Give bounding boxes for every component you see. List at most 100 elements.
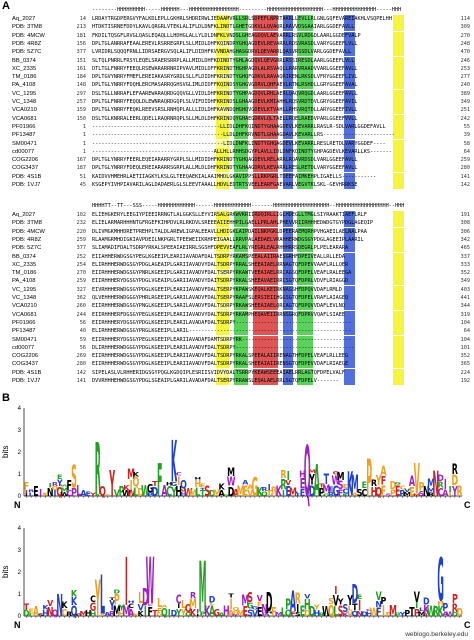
end-position: 365: [460, 361, 470, 368]
conservation-highlight: [344, 23, 355, 32]
residues: ELIRHHHERWDGSGYPRGLKGEEIPLLARIL---------…: [92, 328, 352, 335]
logo-glyph: H: [90, 610, 97, 618]
start-position: 259: [76, 236, 86, 243]
secondary-structure-line: --------HHHHHHHHH-----HHHHHH---HHHHHHHHH…: [0, 6, 474, 14]
conservation-highlight: [393, 164, 404, 173]
conservation-highlight: [216, 56, 229, 65]
conservation-highlight: [393, 294, 404, 302]
logo-glyph: K: [342, 493, 349, 497]
logo-glyph: F: [157, 606, 162, 615]
conservation-highlight: [393, 139, 404, 148]
end-position: 64: [463, 328, 470, 335]
conservation-highlight: [233, 131, 248, 140]
residues: SLTQLPNRRLFRSYLEQELSRAERSRRPLALLMIDLDHFK…: [92, 57, 355, 64]
logo-glyph: E: [343, 484, 349, 490]
end-position: 344: [460, 303, 470, 310]
conservation-highlight: [216, 73, 229, 82]
logo-glyph: S: [419, 489, 425, 497]
logo-glyph: V: [252, 609, 259, 618]
conservation-highlight: [344, 39, 355, 48]
alignment-row: SM00471 1 --------------------------------…: [0, 139, 474, 148]
logo-glyph: W: [331, 474, 340, 488]
conservation-highlight: [233, 285, 248, 294]
logo-glyph: D: [423, 597, 430, 608]
end-position: 141: [460, 173, 470, 180]
conservation-highlight: [253, 302, 278, 311]
logo-glyph: A: [409, 472, 415, 489]
start-position: 150: [76, 115, 86, 122]
conservation-highlight: [344, 269, 355, 278]
residues: ----------------------------------------…: [92, 132, 395, 139]
logo-glyph: M: [237, 609, 245, 618]
logo-glyph: K: [71, 588, 78, 598]
conservation-highlight: [296, 211, 313, 219]
conservation-highlight: [216, 318, 229, 327]
conservation-highlight: [282, 368, 294, 377]
start-position: 259: [76, 278, 86, 285]
sequence-name: PDB: 4S1B: [12, 369, 42, 376]
alignment-row: PF01966 56 EIIRHHHERYDGSGYPDGLKGEEIPLEARIL…: [0, 318, 474, 327]
residues: DPLTGLFNRRYFEQQLDLEWNRAQRDGQPLSLVIFDIDHF…: [92, 99, 358, 105]
logo-glyph: P: [71, 487, 77, 499]
end-position: 101: [460, 344, 470, 351]
residues: DPLTGLANRRAFEAALEREVLRSRREGRPLSLLMIDLDHF…: [92, 40, 358, 47]
conservation-highlight: [282, 89, 294, 98]
conservation-highlight: [296, 181, 313, 189]
conservation-highlight: [253, 64, 278, 73]
logo-glyph: W: [322, 604, 331, 620]
conservation-highlight: [253, 310, 278, 319]
logo-glyph: K: [276, 482, 283, 499]
conservation-highlight: [393, 318, 404, 327]
conservation-highlight: [216, 131, 229, 140]
conservation-highlight: [296, 352, 313, 361]
conservation-highlight: [393, 147, 404, 156]
residues: ELIRHHHERWDGSGYPDGLAGEAIPLGARIIAVADVYDAL…: [92, 261, 349, 268]
conservation-highlight: [216, 81, 229, 90]
logo-glyph: E: [362, 480, 368, 490]
conservation-highlight: [253, 139, 278, 148]
conservation-highlight: [253, 335, 278, 344]
y-tick-label: 0: [18, 614, 22, 620]
logo-glyph: C: [90, 594, 96, 604]
end-position: 352: [460, 353, 470, 360]
logo-glyph: R: [28, 489, 34, 493]
logo-glyph: I: [296, 604, 299, 615]
end-position: 270: [460, 32, 470, 39]
end-position: 403: [460, 286, 470, 293]
residues: EIIRHHHERYDGSGYPDGLVGEAIPLGARIIAVADVYDAI…: [92, 278, 349, 285]
logo-glyph: D: [228, 484, 235, 500]
conservation-highlight: [233, 235, 248, 244]
residues: DPLTGLYNRRYFDQHLERCMASARRQGHSVGLIMLDIDFF…: [92, 82, 358, 89]
logo-glyph: L: [138, 590, 143, 607]
end-position: 253: [460, 65, 470, 72]
conservation-highlight: [393, 211, 404, 219]
alignment-row: XC_2335 254 ELIRHHHERWDGSGYPDGLAGEAIPLGARI…: [0, 260, 474, 269]
logo-glyph: P: [419, 481, 425, 494]
conservation-highlight: [216, 172, 229, 181]
logo-glyph: G: [147, 483, 154, 496]
logo-glyph: M: [199, 547, 207, 629]
logo-glyph: K: [42, 492, 49, 498]
conservation-highlight: [253, 31, 278, 40]
logo-glyph: Q: [133, 475, 140, 491]
alignment-row: PDB: 3TM8 213 HTDKTISRNEFDDYLKAVLQRGRLVTEK…: [0, 23, 474, 32]
logo-glyph: T: [424, 613, 431, 617]
conservation-highlight: [216, 335, 229, 344]
logo-glyph: Y: [175, 608, 182, 619]
logo-glyph: P: [366, 448, 372, 508]
conservation-highlight: [344, 302, 355, 311]
alignment-row: SM00471 59 EIIRHHHERYDGSGYPEGLKGEEIPLEARII…: [0, 335, 474, 344]
start-position: 142: [76, 369, 86, 376]
logo-glyph: K: [257, 487, 264, 500]
logo-glyph: Y: [451, 484, 458, 500]
conservation-highlight: [233, 219, 248, 228]
conservation-highlight: [296, 302, 313, 311]
logo-glyph: Q: [161, 607, 168, 619]
sequence-name: PDB: 4MCW: [12, 32, 45, 39]
end-position: 55: [463, 123, 470, 130]
logo-glyph: F: [386, 611, 391, 617]
conservation-highlight: [393, 310, 404, 319]
conservation-highlight: [282, 172, 294, 181]
end-position: 337: [460, 253, 470, 260]
